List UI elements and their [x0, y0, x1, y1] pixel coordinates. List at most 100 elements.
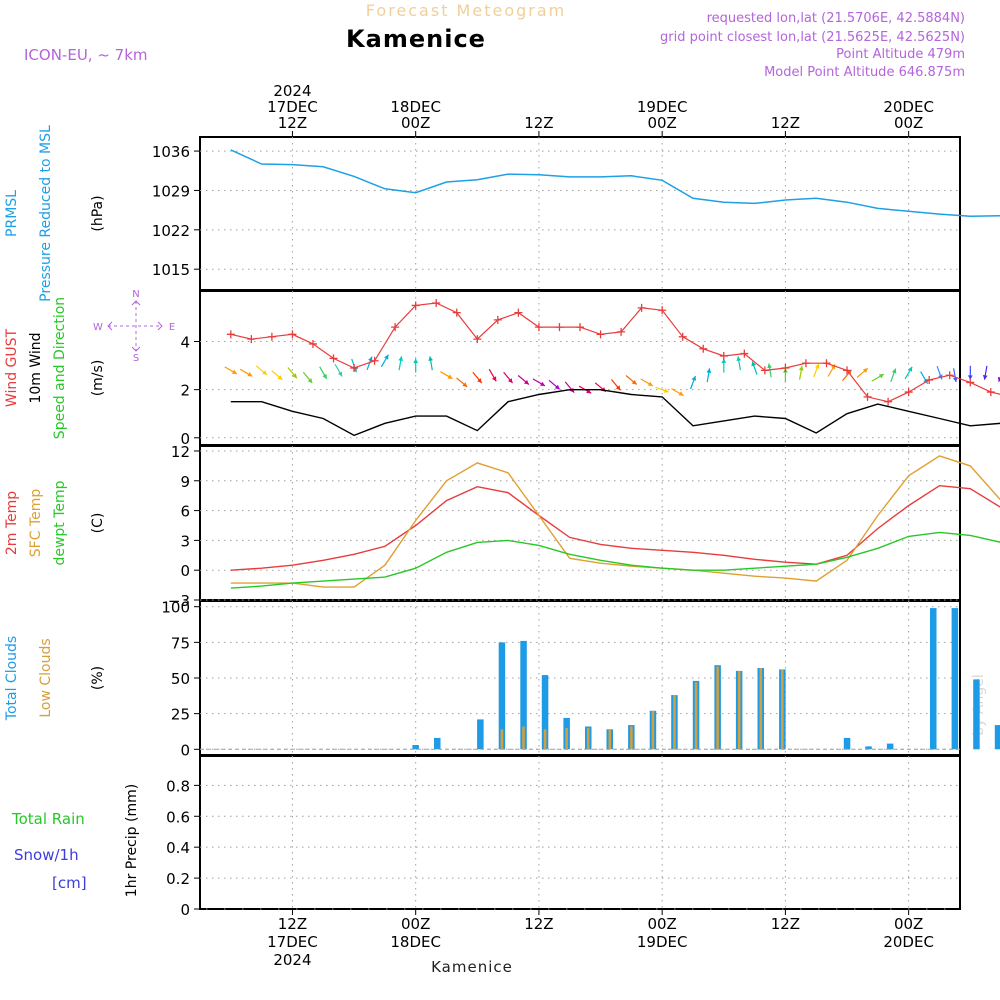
y-tick-label: 0	[180, 562, 190, 580]
wind-arrow-head	[540, 381, 545, 386]
total-cloud-bar	[498, 642, 506, 750]
wind-arrow-head	[706, 368, 712, 374]
wind-arrow-head	[462, 382, 468, 387]
wind-arrow	[736, 356, 742, 371]
gust-marker	[966, 378, 975, 387]
compass-rose: N S W E	[93, 289, 175, 364]
wind-arrow-head	[277, 375, 283, 380]
wind-arrow	[856, 367, 869, 378]
wind-arrow	[967, 365, 973, 380]
temp-line-sfc-temp	[230, 455, 1000, 588]
panel-unit: (%)	[90, 666, 106, 690]
gust-marker	[719, 351, 728, 360]
panel-frame	[199, 755, 961, 910]
low-cloud-bar	[630, 726, 633, 750]
y-tick-label: 3	[180, 532, 190, 550]
time-label-top: 00Z	[894, 114, 923, 132]
total-cloud-bar	[843, 737, 851, 750]
wind-arrow	[904, 366, 913, 380]
y-tick-label: 0	[180, 901, 190, 919]
wind-arrow	[532, 378, 546, 387]
wind-arrow	[440, 371, 453, 380]
gust-marker	[925, 376, 934, 385]
gust-marker	[473, 335, 482, 344]
wind-arrow	[610, 379, 621, 391]
low-cloud-bar	[608, 729, 612, 750]
gust-marker	[658, 306, 667, 315]
gust-marker	[226, 330, 235, 339]
gust-marker	[452, 308, 461, 317]
wind-arrow-head	[231, 369, 237, 374]
wind-arrow	[671, 388, 684, 397]
wind-arrow	[548, 379, 561, 390]
wind-arrow	[224, 366, 238, 375]
temp-line-2m-temp	[230, 484, 1000, 571]
requested-coords: requested lon,lat (21.5706E, 42.5884N)	[707, 11, 965, 26]
y-tick-label: 9	[180, 473, 190, 491]
wind-arrow	[380, 354, 389, 368]
panel-2	[199, 290, 961, 446]
model-label: ICON-EU, ~ 7km	[24, 46, 148, 64]
gust-marker	[843, 366, 852, 375]
wind-arrow-head	[428, 356, 433, 361]
wind-arrow	[655, 386, 669, 393]
y-tick-label: 0.2	[166, 870, 190, 888]
time-label-bottom: 19DEC	[637, 933, 688, 951]
wind-arrow	[287, 367, 298, 379]
total-cloud-bar	[994, 725, 1000, 750]
wind-arrow	[564, 381, 575, 393]
wind-arrow	[517, 375, 530, 385]
y-tick-label: 12	[171, 443, 190, 461]
wind-arrow	[488, 368, 497, 382]
total-cloud-bar	[930, 608, 937, 750]
wind-arrow	[871, 373, 885, 382]
low-cloud-bar	[759, 668, 763, 750]
low-cloud-bar	[522, 726, 525, 750]
wind-arrow	[751, 361, 758, 375]
wind-arrow-head	[337, 371, 343, 377]
total-cloud-bar	[434, 737, 441, 750]
y-tick-label: 2	[180, 382, 190, 400]
compass-n: N	[132, 289, 139, 300]
gust-line	[230, 302, 1000, 403]
wind-arrow-head	[891, 368, 897, 374]
wind-arrow-head	[615, 385, 621, 391]
panel-5	[199, 755, 961, 910]
y-tick-label: 50	[171, 670, 190, 688]
wind-arrow-head	[663, 388, 669, 393]
panel-label: PRMSL	[4, 190, 20, 237]
panel-label: dewpt Temp	[52, 480, 68, 565]
wind-arrow-head	[262, 370, 267, 375]
wind-arrow	[413, 358, 419, 373]
y-tick-label: 75	[171, 634, 190, 652]
low-cloud-bar	[737, 670, 741, 750]
wind-arrow	[472, 371, 483, 384]
low-cloud-bar	[565, 727, 568, 750]
total-cloud-bar	[973, 679, 980, 750]
wind-arrow-head	[982, 375, 988, 380]
total-cloud-bar	[477, 719, 484, 750]
gust-marker	[288, 330, 297, 339]
panel-1	[199, 136, 961, 291]
wind-arrow	[428, 356, 433, 371]
wind-arrow	[982, 365, 988, 380]
wind-arrow-head	[477, 378, 482, 383]
grid-point-coords: grid point closest lon,lat (21.5625E, 42…	[660, 30, 965, 45]
wind-arrow-head	[678, 391, 684, 396]
snow-unit-label: [cm]	[52, 874, 87, 892]
gust-marker	[370, 356, 379, 365]
wind-arrow	[503, 371, 514, 384]
y-tick-label: 1036	[152, 143, 190, 161]
wind-arrow-head	[307, 378, 313, 383]
time-label-top: 12Z	[524, 114, 553, 132]
panel-label: Speed and Direction	[52, 297, 68, 439]
gust-marker	[493, 315, 502, 324]
gust-marker	[781, 364, 790, 372]
low-cloud-bar	[716, 666, 719, 750]
panel-unit: 1hr Precip (mm)	[124, 784, 140, 897]
gust-marker	[904, 388, 913, 397]
gust-marker	[247, 335, 256, 344]
gust-marker	[576, 323, 584, 332]
time-label-bottom: 20DEC	[883, 933, 934, 951]
